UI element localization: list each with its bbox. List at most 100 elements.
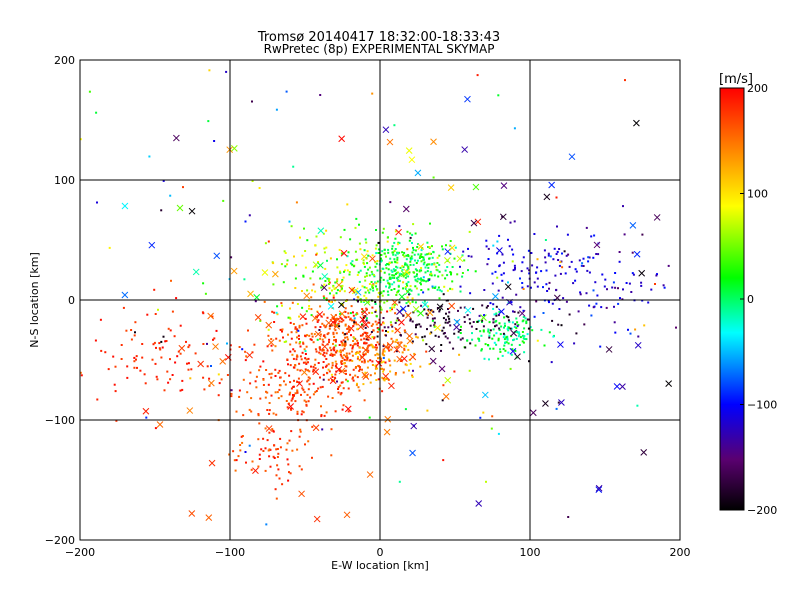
data-point xyxy=(430,331,433,334)
data-cross xyxy=(509,347,517,355)
data-point xyxy=(437,275,440,278)
data-point xyxy=(233,459,236,462)
data-point xyxy=(293,366,296,369)
data-point xyxy=(370,270,373,273)
data-point xyxy=(294,400,297,403)
data-point xyxy=(356,376,359,379)
data-point xyxy=(422,256,425,259)
data-point xyxy=(377,248,380,251)
data-point xyxy=(133,366,136,369)
data-point xyxy=(489,302,492,305)
data-point xyxy=(389,370,392,373)
data-point xyxy=(336,278,339,281)
data-point xyxy=(324,365,327,368)
data-point xyxy=(274,368,277,371)
data-point xyxy=(522,341,525,344)
data-point xyxy=(342,276,345,279)
data-cross xyxy=(409,353,417,361)
data-point xyxy=(401,251,404,254)
data-point xyxy=(376,269,379,272)
data-point xyxy=(281,330,283,333)
data-point xyxy=(587,260,590,263)
data-point xyxy=(299,428,302,431)
data-point xyxy=(535,300,538,303)
data-point xyxy=(322,378,325,381)
data-point xyxy=(389,364,392,367)
data-point xyxy=(383,301,386,304)
data-cross xyxy=(369,255,376,263)
data-point xyxy=(667,264,670,267)
data-cross xyxy=(247,290,254,298)
data-cross xyxy=(558,399,565,406)
data-point xyxy=(143,373,146,376)
data-point xyxy=(298,465,301,468)
data-point xyxy=(258,187,261,189)
data-cross xyxy=(409,449,416,457)
data-point xyxy=(288,374,291,377)
data-point xyxy=(384,264,387,267)
data-point xyxy=(300,393,302,396)
data-point xyxy=(374,303,377,305)
data-point xyxy=(294,287,297,289)
data-point xyxy=(640,284,643,287)
data-point xyxy=(404,286,407,288)
data-point xyxy=(334,360,337,363)
data-point xyxy=(352,379,355,382)
data-point xyxy=(386,240,389,243)
data-point xyxy=(112,355,115,358)
data-point xyxy=(394,261,397,264)
data-point xyxy=(362,383,365,386)
data-point xyxy=(492,347,495,350)
data-point xyxy=(135,355,138,358)
data-point xyxy=(234,469,237,472)
data-point xyxy=(579,293,582,296)
data-point xyxy=(415,326,417,329)
data-point xyxy=(494,320,497,323)
data-point xyxy=(156,378,159,381)
data-point xyxy=(357,342,359,345)
data-point xyxy=(401,265,404,268)
data-cross xyxy=(398,293,406,301)
data-point xyxy=(375,282,378,285)
data-point xyxy=(340,302,343,305)
data-point xyxy=(375,323,378,326)
data-point xyxy=(155,375,158,378)
data-point xyxy=(380,291,383,294)
data-point xyxy=(509,367,512,370)
data-point xyxy=(521,334,524,337)
data-point xyxy=(356,312,359,315)
data-point xyxy=(431,286,434,289)
data-point xyxy=(430,263,433,266)
data-point xyxy=(274,345,277,348)
data-point xyxy=(366,262,369,265)
data-cross xyxy=(386,138,394,146)
data-point xyxy=(328,300,331,303)
data-point xyxy=(356,274,359,276)
data-point xyxy=(295,201,298,204)
data-point xyxy=(286,458,289,461)
data-point xyxy=(515,317,518,320)
data-point xyxy=(393,277,396,279)
data-point xyxy=(338,325,341,328)
data-point xyxy=(249,371,252,374)
data-point xyxy=(498,234,501,237)
data-cross xyxy=(403,268,411,276)
data-point xyxy=(415,335,418,338)
data-point xyxy=(409,285,412,288)
data-point xyxy=(171,374,174,376)
data-point xyxy=(410,255,413,258)
data-point xyxy=(400,341,403,344)
data-point xyxy=(337,388,339,390)
data-point xyxy=(383,252,386,255)
data-point xyxy=(279,384,282,387)
data-point xyxy=(368,311,371,314)
data-point xyxy=(391,247,394,250)
data-point xyxy=(345,264,348,267)
data-point xyxy=(582,257,585,260)
data-point xyxy=(154,313,157,315)
data-point xyxy=(357,356,359,359)
data-point xyxy=(461,272,464,274)
data-cross xyxy=(400,355,408,363)
data-point xyxy=(246,391,249,394)
data-point xyxy=(268,402,271,404)
